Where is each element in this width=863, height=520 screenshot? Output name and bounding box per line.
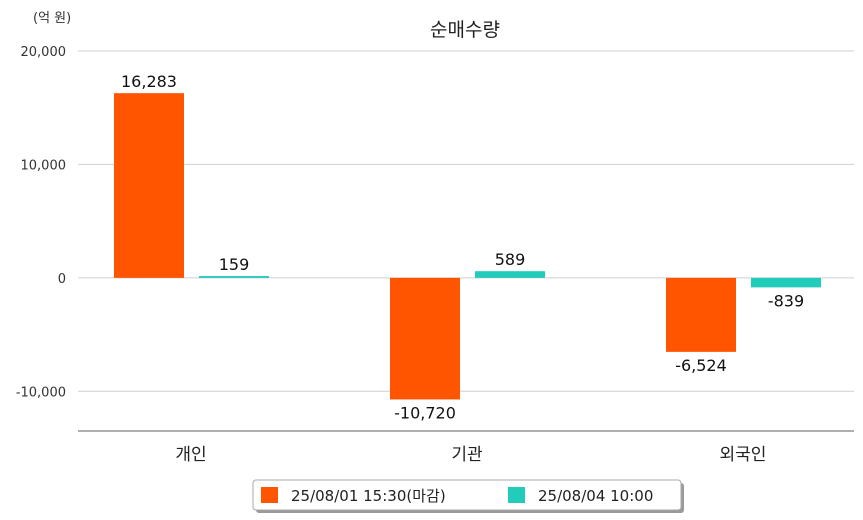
- bar: [666, 277, 736, 352]
- data-label: 159: [219, 255, 250, 274]
- y-tick-label: -10,000: [16, 385, 66, 400]
- grid-lines: [78, 50, 854, 392]
- y-axis-unit-label: (억 원): [33, 11, 71, 26]
- y-axis-ticks: 20,000 10,000 0 -10,000: [16, 45, 66, 400]
- data-labels: 16,283 -10,720 -6,524 159 589 -839: [121, 72, 804, 422]
- y-tick-label: 10,000: [21, 158, 67, 173]
- bars: [114, 93, 821, 400]
- data-label: -839: [768, 291, 804, 310]
- bar: [475, 271, 545, 278]
- x-category-label: 개인: [175, 445, 206, 465]
- chart-title: 순매수량: [430, 19, 500, 41]
- x-axis-categories: 개인 기관 외국인: [175, 445, 766, 465]
- y-tick-label: 20,000: [21, 45, 67, 60]
- bar: [390, 277, 460, 400]
- bar: [114, 93, 184, 278]
- legend-swatch: [261, 487, 278, 503]
- legend: 25/08/01 15:30(마감) 25/08/04 10:00: [252, 479, 684, 513]
- bar: [199, 276, 269, 278]
- legend-box: [252, 479, 682, 511]
- y-tick-label: 0: [58, 272, 66, 287]
- data-label: -10,720: [394, 403, 456, 422]
- legend-swatch: [508, 487, 525, 503]
- x-category-label: 외국인: [720, 445, 767, 465]
- data-label: 589: [495, 250, 526, 269]
- legend-label: 25/08/01 15:30(마감): [291, 487, 446, 505]
- legend-label: 25/08/04 10:00: [538, 487, 653, 505]
- x-category-label: 기관: [451, 445, 482, 465]
- data-label: -6,524: [675, 356, 727, 375]
- bar: [751, 277, 821, 288]
- data-label: 16,283: [121, 72, 177, 91]
